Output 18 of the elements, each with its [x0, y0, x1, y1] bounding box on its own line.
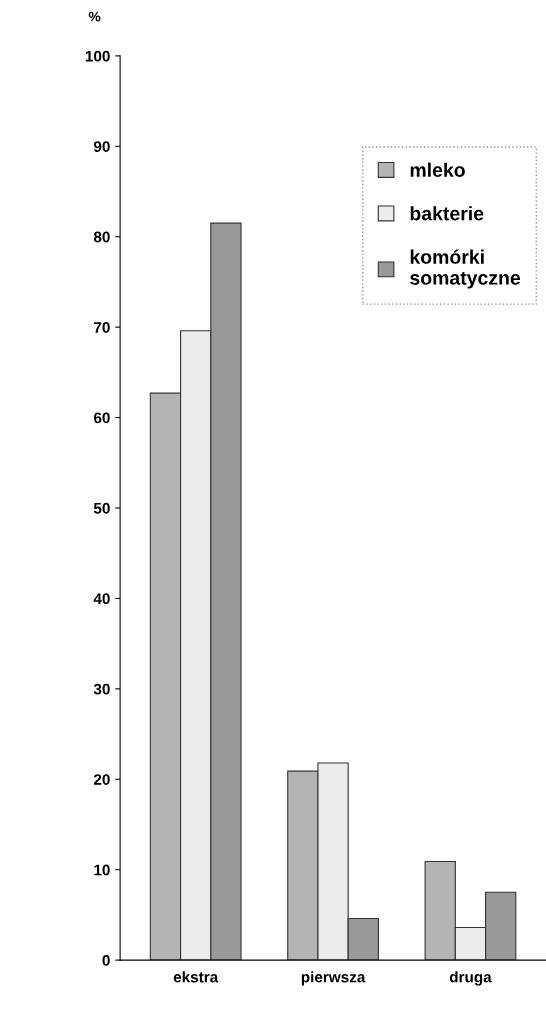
y-tick-label: 30: [93, 683, 110, 695]
y-tick-label: 70: [94, 322, 110, 333]
y-tick-label: 60: [93, 412, 110, 424]
legend-label: komórki somatyczne: [410, 249, 521, 289]
y-tick-label: 40: [93, 593, 110, 605]
y-axis-title: %: [88, 11, 101, 22]
y-tick-label: 80: [93, 231, 110, 243]
y-tick-label: 20: [93, 774, 110, 785]
y-tick-label: 0: [102, 954, 110, 966]
x-tick-label: ekstra: [173, 971, 219, 983]
x-tick-label: pierwsza: [301, 971, 366, 986]
y-tick-label: 90: [93, 141, 110, 152]
y-tick-label: 50: [93, 502, 110, 514]
y-tick-label: 100: [85, 50, 110, 62]
legend-label: bakterie: [410, 206, 484, 221]
x-tick-label: druga: [449, 971, 492, 986]
legend-label: mleko: [410, 162, 465, 177]
y-tick-label: 10: [94, 864, 110, 876]
